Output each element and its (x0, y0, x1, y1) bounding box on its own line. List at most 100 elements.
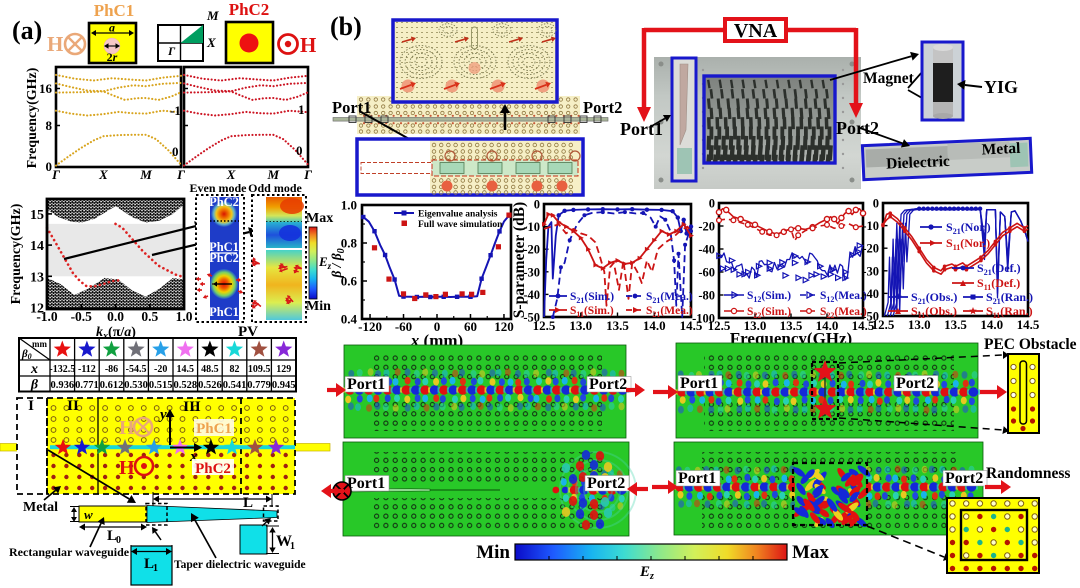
svg-text:14.0: 14.0 (816, 318, 839, 333)
svg-text:60: 60 (464, 319, 477, 334)
svg-text:14.0: 14.0 (980, 317, 1003, 332)
svg-text:Ez: Ez (639, 564, 654, 582)
svg-text:PhC2: PhC2 (195, 461, 231, 477)
svg-text:β / β0: β / β0 (329, 248, 347, 278)
svg-text:Port1: Port1 (680, 375, 718, 392)
svg-text:Metal: Metal (981, 140, 1021, 159)
svg-text:Port2: Port2 (896, 375, 934, 392)
svg-text:Port1: Port1 (620, 119, 663, 139)
svg-text:PhC1: PhC1 (94, 1, 135, 20)
svg-text:X: X (98, 167, 108, 182)
svg-text:X: X (226, 167, 236, 182)
svg-text:-132.5: -132.5 (49, 364, 75, 375)
svg-text:β: β (30, 378, 39, 393)
svg-text:1: 1 (298, 102, 305, 117)
svg-text:120: 120 (494, 319, 514, 334)
svg-text:0.515: 0.515 (149, 380, 173, 391)
svg-text:YIG: YIG (984, 77, 1018, 97)
svg-text:1: 1 (153, 563, 158, 574)
svg-text:Odd mode: Odd mode (248, 181, 302, 195)
svg-text:W: W (276, 533, 292, 550)
svg-text:x: x (189, 449, 198, 465)
svg-text:PV: PV (238, 324, 258, 340)
svg-text:0.945: 0.945 (272, 380, 296, 391)
svg-text:0.4: 0.4 (341, 312, 358, 327)
svg-text:-112: -112 (78, 364, 96, 375)
svg-text:14: 14 (30, 239, 44, 254)
svg-text:0: 0 (116, 535, 121, 546)
svg-text:PhC2: PhC2 (209, 195, 239, 209)
svg-text:0.530: 0.530 (124, 380, 148, 391)
svg-text:12.5: 12.5 (708, 318, 731, 333)
svg-text:0.526: 0.526 (198, 380, 222, 391)
svg-text:Port2: Port2 (836, 118, 879, 138)
svg-text:M: M (206, 8, 219, 23)
svg-text:-30: -30 (523, 265, 540, 279)
svg-text:PhC2: PhC2 (209, 251, 239, 265)
svg-text:0: 0 (534, 198, 540, 212)
svg-text:Eigenvalue analysis: Eigenvalue analysis (418, 210, 498, 220)
svg-text:-60: -60 (395, 319, 412, 334)
svg-text:0: 0 (434, 319, 441, 334)
svg-text:S11(Nor.): S11(Nor.) (946, 236, 990, 252)
svg-text:48.5: 48.5 (201, 364, 219, 375)
svg-text:S22(Mea.): S22(Mea.) (820, 306, 867, 320)
svg-text:-1: -1 (170, 103, 181, 118)
svg-text:14.5: 14.5 (680, 318, 703, 333)
svg-text:Port1: Port1 (347, 376, 385, 393)
svg-text:-40: -40 (862, 287, 879, 301)
svg-text:PhC1: PhC1 (196, 421, 232, 437)
svg-text:L: L (243, 495, 253, 511)
svg-text:Taper dielectric waveguide: Taper dielectric waveguide (174, 559, 306, 571)
svg-text:0.6: 0.6 (341, 274, 358, 289)
svg-text:Port2: Port2 (945, 470, 983, 487)
svg-text:0.771: 0.771 (75, 380, 99, 391)
svg-text:-120: -120 (358, 319, 382, 334)
svg-text:Randomness: Randomness (986, 465, 1070, 482)
svg-text:(b): (b) (330, 12, 362, 41)
svg-text:Dielectric: Dielectric (886, 153, 950, 173)
svg-text:-60: -60 (698, 266, 715, 280)
svg-text:8: 8 (46, 118, 53, 133)
svg-text:-20: -20 (862, 242, 879, 256)
svg-text:-50: -50 (862, 310, 879, 324)
svg-text:-100: -100 (692, 312, 715, 326)
svg-text:Metal: Metal (23, 500, 58, 515)
svg-text:x: x (30, 362, 38, 377)
svg-text:13.0: 13.0 (744, 318, 767, 333)
svg-text:II: II (67, 398, 79, 414)
svg-text:-40: -40 (523, 288, 540, 302)
svg-text:H: H (119, 417, 135, 439)
svg-text:-0.5: -0.5 (71, 309, 93, 324)
svg-text:0.0: 0.0 (107, 309, 124, 324)
svg-text:Port2: Port2 (589, 376, 627, 393)
svg-text:0.8: 0.8 (341, 236, 358, 251)
svg-text:mm: mm (32, 339, 47, 349)
svg-text:1: 1 (290, 541, 295, 552)
svg-text:PhC1: PhC1 (209, 305, 239, 319)
svg-text:13.5: 13.5 (780, 318, 803, 333)
svg-text:Frequency(GHz): Frequency(GHz) (25, 67, 40, 168)
svg-text:Min: Min (306, 299, 331, 314)
svg-text:Full wave simulation: Full wave simulation (418, 220, 503, 230)
svg-text:-10: -10 (523, 220, 540, 234)
svg-text:14.5: 14.5 (177, 364, 195, 375)
svg-text:H: H (119, 457, 135, 479)
svg-text:a: a (109, 21, 115, 35)
svg-text:109.5: 109.5 (248, 364, 271, 375)
svg-text:82: 82 (230, 364, 240, 375)
svg-text:PEC Obstacle: PEC Obstacle (984, 336, 1077, 353)
svg-text:-10: -10 (862, 219, 879, 233)
svg-text:0: 0 (709, 197, 715, 211)
svg-text:Frequency(GHz): Frequency(GHz) (9, 203, 24, 304)
svg-text:Γ: Γ (51, 167, 60, 182)
svg-text:β0: β0 (21, 348, 32, 361)
svg-text:1.0: 1.0 (341, 198, 357, 213)
svg-text:1.0: 1.0 (176, 309, 193, 324)
svg-text:14.5: 14.5 (1017, 317, 1040, 332)
svg-text:H: H (47, 32, 63, 56)
svg-text:0.541: 0.541 (223, 380, 247, 391)
svg-text:L: L (144, 556, 154, 572)
svg-text:-20: -20 (154, 364, 167, 375)
svg-text:S-parameter (dB): S-parameter (dB) (511, 202, 528, 318)
